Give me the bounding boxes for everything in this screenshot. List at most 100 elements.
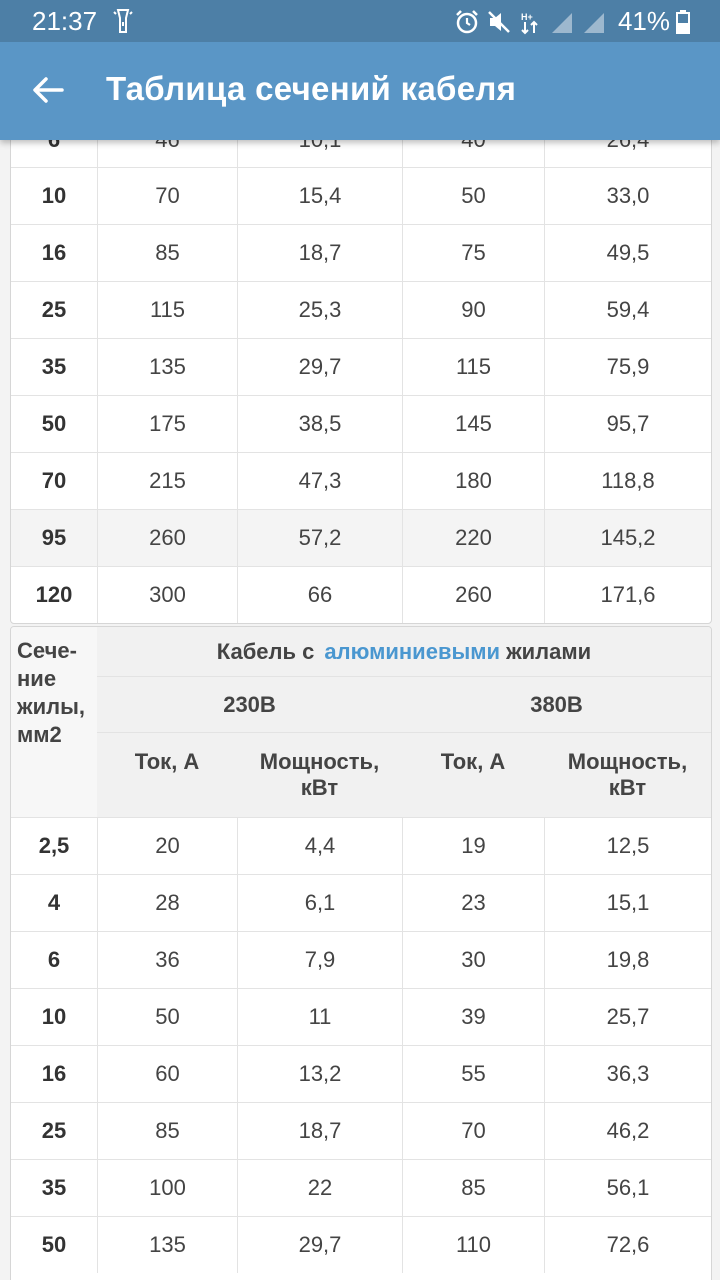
power-header-380: Мощность, кВт xyxy=(544,733,711,817)
table-cell: 66 xyxy=(237,567,402,623)
table-cell: 180 xyxy=(402,453,544,509)
section-column-header: Сече- ние жилы, мм2 xyxy=(11,627,97,817)
power-header-230: Мощность, кВт xyxy=(237,733,402,817)
current-header-230: Ток, А xyxy=(134,749,200,774)
table-cell: 50 xyxy=(97,989,237,1045)
data-transfer-icon: H+ xyxy=(521,12,538,34)
table-cell-section: 10 xyxy=(41,183,67,208)
table-cell: 75 xyxy=(402,225,544,281)
table-cell: 85 xyxy=(97,1103,237,1159)
table-cell: 49,5 xyxy=(544,225,711,281)
table-cell: 15,4 xyxy=(237,168,402,224)
table-cell: 12,5 xyxy=(544,818,711,874)
table-copper: 6 46 10,1 40 26,4 107015,45033,0168518,7… xyxy=(10,110,712,624)
table-row: 2,5 20 4,4 19 12,5 xyxy=(11,817,711,874)
table-cell: 118,8 xyxy=(544,453,711,509)
battery-percentage: 41% xyxy=(617,6,670,36)
voltage-header-380: 380В xyxy=(402,677,711,733)
table-cell: 36,3 xyxy=(544,1046,711,1102)
voltage-header-230: 230В xyxy=(97,677,402,733)
table-cell-section: 35 xyxy=(41,1175,67,1200)
table-cell: 115 xyxy=(97,282,237,338)
table-header xyxy=(11,627,711,817)
table-cell: 260 xyxy=(97,510,237,566)
table-cell: 20 xyxy=(97,818,237,874)
table-cell-section: 50 xyxy=(41,411,67,436)
table-cell-section: 95 xyxy=(41,525,67,550)
table-row: 25 115 25,3 90 59,4 xyxy=(11,281,711,338)
table-cell-section: 25 xyxy=(41,297,67,322)
cable-header-suffix: жилами xyxy=(506,638,592,664)
section-header-text: Сече- ние жилы, мм2 xyxy=(17,638,85,747)
table-row: 16 60 13,2 55 36,3 xyxy=(11,1045,711,1102)
table-cell-section: 6 xyxy=(47,947,61,972)
table-row: 35 135 29,7 115 75,9 xyxy=(11,338,711,395)
table-cell: 18,7 xyxy=(237,1103,402,1159)
table-cell: 29,7 xyxy=(237,1217,402,1273)
table-cell: 36 xyxy=(97,932,237,988)
table-cell: 30 xyxy=(402,932,544,988)
table-cell: 13,2 xyxy=(237,1046,402,1102)
table-cell: 28 xyxy=(97,875,237,931)
table-cell: 50 xyxy=(402,168,544,224)
table-cell-section: 50 xyxy=(41,1232,67,1257)
table-cell: 57,2 xyxy=(237,510,402,566)
table-row: 16 85 18,7 75 49,5 xyxy=(11,224,711,281)
table-row: 70 215 47,3 180 118,8 xyxy=(11,452,711,509)
table-cell: 19,8 xyxy=(544,932,711,988)
table-row: 50 135 29,7 110 72,6 xyxy=(11,1216,711,1273)
alarm-icon xyxy=(456,9,478,33)
table-row: 120 300 66 260 171,6 xyxy=(11,566,711,623)
back-arrow-icon[interactable] xyxy=(30,72,66,108)
table-cell: 95,7 xyxy=(544,396,711,452)
table-cell: 75,9 xyxy=(544,339,711,395)
cable-header-accent[interactable]: алюминиевыми xyxy=(324,638,501,664)
table-cell: 300 xyxy=(97,567,237,623)
power-header-380-text: Мощность, кВт xyxy=(567,749,688,800)
table-cell: 135 xyxy=(97,339,237,395)
table-cell: 39 xyxy=(402,989,544,1045)
power-header-230-text: Мощность, кВт xyxy=(259,749,380,800)
table-cell: 72,6 xyxy=(544,1217,711,1273)
table-row: 4 28 6,1 23 15,1 xyxy=(11,874,711,931)
table-cell-section: 10 xyxy=(41,1004,67,1029)
table-cell: 175 xyxy=(97,396,237,452)
table-row: 10 50 11 39 25,7 xyxy=(11,988,711,1045)
table-aluminium: Сече- ние жилы, мм2 Кабель с алюминиевым… xyxy=(10,626,712,1280)
table-cell: 22 xyxy=(237,1160,402,1216)
status-icons: H+ 41% xyxy=(448,6,690,37)
table-cell-section: 120 xyxy=(35,582,73,607)
page-title: Таблица сечений кабеля xyxy=(106,70,517,107)
table-cell-section: 16 xyxy=(41,240,67,265)
table-cell: 85 xyxy=(97,225,237,281)
table-cell: 33,0 xyxy=(544,168,711,224)
table-cell: 70 xyxy=(402,1103,544,1159)
table-cell: 115 xyxy=(402,339,544,395)
table-cell: 215 xyxy=(97,453,237,509)
table-cell: 38,5 xyxy=(237,396,402,452)
table-cell: 171,6 xyxy=(544,567,711,623)
table-cell: 29,7 xyxy=(237,339,402,395)
table-cell: 100 xyxy=(97,1160,237,1216)
table-cell: 47,3 xyxy=(237,453,402,509)
table-cell: 220 xyxy=(402,510,544,566)
table-cell-section: 35 xyxy=(41,354,67,379)
table-cell: 59,4 xyxy=(544,282,711,338)
table-cell: 145 xyxy=(402,396,544,452)
signal-icon-1 xyxy=(551,12,572,33)
table-cell-section: 25 xyxy=(41,1118,67,1143)
table-cell: 145,2 xyxy=(544,510,711,566)
table-cell: 60 xyxy=(97,1046,237,1102)
table-row: 25 85 18,7 70 46,2 xyxy=(11,1102,711,1159)
cable-type-header: Кабель с алюминиевыми жилами xyxy=(97,627,711,677)
table-cell: 55 xyxy=(402,1046,544,1102)
mute-icon xyxy=(488,10,510,33)
status-bar: 21:37 H+ xyxy=(0,0,720,42)
table-cell: 90 xyxy=(402,282,544,338)
battery-icon xyxy=(676,9,690,34)
status-time: 21:37 xyxy=(32,6,98,36)
table-row: 95 260 57,2 220 145,2 xyxy=(11,509,711,566)
table-cell: 7,9 xyxy=(237,932,402,988)
table-cell: 135 xyxy=(97,1217,237,1273)
table-cell: 23 xyxy=(402,875,544,931)
